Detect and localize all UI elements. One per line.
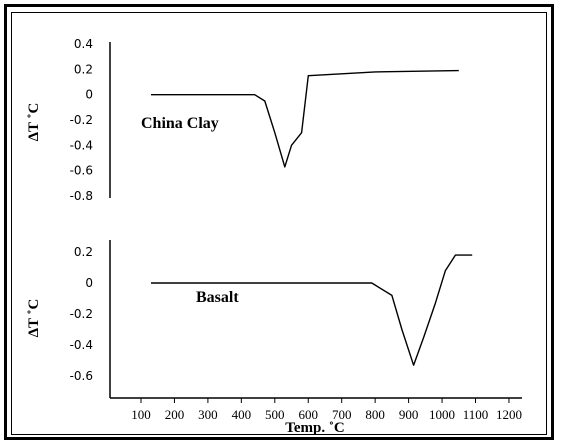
y-tick-label: -0.4 xyxy=(70,338,93,352)
y-tick-label: -0.8 xyxy=(70,189,93,203)
y-tick-label: 0.2 xyxy=(74,245,93,259)
x-axis-label: Temp. ˚C xyxy=(285,420,344,436)
series-label: China Clay xyxy=(141,115,219,132)
y-axis-label: ΔT ˚C xyxy=(26,299,42,338)
y-axis-label: ΔT ˚C xyxy=(26,103,42,142)
y-tick-label: 0 xyxy=(85,88,93,102)
series-line xyxy=(151,69,459,168)
y-tick-label: -0.4 xyxy=(70,138,93,152)
x-tick-label: 1000 xyxy=(429,407,455,422)
y-tick-label: -0.2 xyxy=(70,307,93,321)
x-tick-label: 600 xyxy=(299,407,319,422)
series xyxy=(151,69,473,366)
x-tick-label: 1200 xyxy=(496,407,522,422)
labels: Temp. ˚C ΔT ˚C China Clay ΔT ˚C Basalt xyxy=(26,103,345,436)
x-tick-label: 400 xyxy=(232,407,252,422)
x-tick-label: 500 xyxy=(265,407,285,422)
outer-frame xyxy=(4,4,554,440)
ticks: 100 200 300 400 500 600 700 800 900 1000 1100 1200 0… xyxy=(70,37,522,422)
y-tick-label: 0.4 xyxy=(74,37,93,51)
y-tick-label: -0.2 xyxy=(70,113,93,127)
x-tick-label: 200 xyxy=(165,407,185,422)
y-tick-label: -0.6 xyxy=(70,164,93,178)
x-tick-label: 700 xyxy=(332,407,352,422)
x-tick-label: 1100 xyxy=(463,407,489,422)
x-tick-label: 300 xyxy=(198,407,218,422)
series-label: Basalt xyxy=(196,289,239,306)
x-tick-label: 800 xyxy=(365,407,385,422)
y-tick-label: -0.6 xyxy=(70,369,93,383)
y-tick-label: 0.2 xyxy=(74,62,93,76)
x-tick-label: 100 xyxy=(131,407,151,422)
x-tick-label: 900 xyxy=(399,407,419,422)
axes xyxy=(109,42,522,399)
series-line xyxy=(151,254,473,366)
y-tick-label: 0 xyxy=(85,276,93,290)
inner-frame xyxy=(11,12,547,435)
